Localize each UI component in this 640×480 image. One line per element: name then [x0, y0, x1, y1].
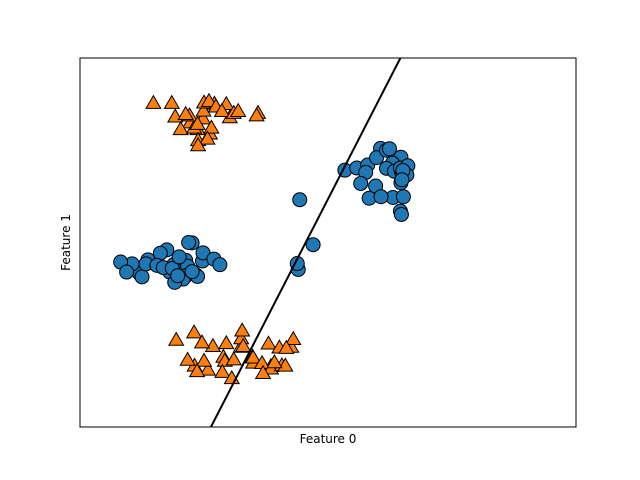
triangle-point-48 — [188, 362, 206, 378]
circle-point-59 — [212, 257, 228, 273]
triangle-point-61 — [254, 364, 272, 379]
triangle-point-27 — [189, 115, 206, 130]
y-axis-label: Feature 1 — [59, 214, 73, 271]
circle-point-26 — [394, 172, 410, 188]
triangle-point-50 — [167, 331, 185, 346]
triangle-point-45 — [185, 324, 203, 339]
triangle-point-24 — [189, 137, 207, 152]
circle-point-5 — [353, 175, 369, 191]
plot-area — [80, 58, 576, 427]
triangle-point-44 — [218, 334, 235, 350]
triangle-point-30 — [260, 335, 277, 350]
circle-point-45 — [119, 264, 135, 280]
triangle-point-57 — [285, 330, 302, 346]
triangle-point-4 — [172, 120, 189, 136]
points-layer — [113, 92, 416, 385]
triangle-point-58 — [278, 339, 295, 354]
triangle-point-0 — [145, 94, 162, 109]
triangle-point-23 — [199, 130, 216, 145]
decision-boundary-line — [210, 58, 402, 427]
triangle-point-51 — [233, 322, 251, 337]
triangle-point-52 — [234, 337, 252, 353]
circle-point-56 — [170, 268, 186, 284]
circle-point-27 — [292, 192, 308, 208]
triangle-point-11 — [203, 119, 220, 134]
triangle-point-49 — [179, 351, 196, 366]
x-axis-label: Feature 0 — [300, 432, 357, 446]
triangle-point-41 — [214, 363, 231, 378]
triangle-point-53 — [244, 349, 262, 364]
circle-point-24 — [382, 141, 397, 157]
triangle-point-12 — [195, 102, 212, 117]
triangle-point-1 — [163, 94, 180, 109]
circle-point-46 — [134, 269, 150, 285]
triangle-point-60 — [266, 354, 283, 369]
circle-point-22 — [369, 150, 385, 166]
triangle-point-47 — [195, 352, 213, 367]
triangle-point-39 — [225, 351, 242, 366]
circle-point-33 — [181, 235, 197, 250]
circle-point-60 — [184, 264, 200, 280]
triangle-point-19 — [229, 102, 247, 117]
triangle-point-26 — [177, 105, 194, 120]
circle-point-25 — [395, 189, 411, 205]
triangle-point-46 — [193, 334, 211, 349]
plot-frame — [79, 57, 577, 428]
triangle-point-17 — [213, 102, 231, 117]
boundary-layer — [210, 58, 402, 427]
circle-point-18 — [373, 189, 389, 205]
triangle-point-40 — [199, 361, 217, 376]
circle-point-20 — [393, 206, 409, 222]
triangle-point-21 — [248, 107, 265, 122]
circle-point-28 — [305, 237, 321, 253]
triangle-point-14 — [200, 92, 218, 108]
circle-point-54 — [171, 249, 187, 265]
triangle-point-38 — [204, 337, 222, 353]
